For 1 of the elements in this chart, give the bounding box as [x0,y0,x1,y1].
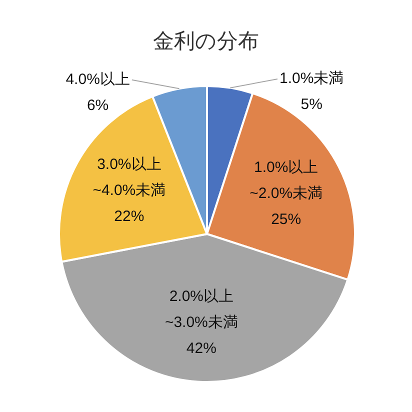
chart-title: 金利の分布 [152,29,260,55]
